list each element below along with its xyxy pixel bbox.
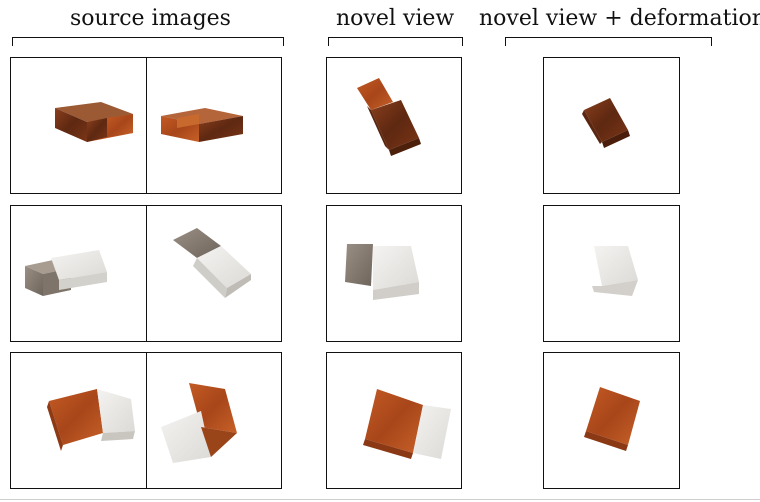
row3-novel-view-deformation-panel <box>543 352 680 489</box>
row2-novel-view-panel <box>326 205 462 342</box>
header-novel-view-deformation: novel view + deformation <box>479 6 760 31</box>
row1-source-view-1-image <box>55 102 133 142</box>
panel-divider <box>146 58 147 193</box>
row3-novel-view-deformation-image <box>584 387 640 451</box>
header-source-images: source images <box>70 6 231 31</box>
panel-divider <box>146 353 147 488</box>
brace-novel-view-deformation <box>505 37 712 46</box>
header-novel-view: novel view <box>336 6 455 31</box>
panel-divider <box>146 206 147 341</box>
row2-source-view-1-image <box>25 250 107 296</box>
row1-source-images-panel <box>10 57 282 194</box>
row2-novel-view-deformation-panel <box>543 205 680 342</box>
row1-source-view-2-image <box>161 108 243 142</box>
row3-source-images-panel <box>10 352 282 489</box>
row3-novel-view-image <box>363 389 451 459</box>
row1-novel-view-image <box>357 78 421 156</box>
row3-novel-view-panel <box>326 352 462 489</box>
bottom-divider <box>0 499 760 500</box>
row2-source-images-panel <box>10 205 282 342</box>
brace-source-images <box>12 37 284 46</box>
row1-novel-view-deformation-image <box>582 98 630 148</box>
row3-source-view-1-image <box>47 389 135 451</box>
row2-source-view-2-image <box>173 228 251 298</box>
row2-novel-view-deformation-image <box>592 246 638 296</box>
brace-novel-view <box>328 37 463 46</box>
row3-source-view-2-image <box>161 383 237 463</box>
row2-novel-view-image <box>345 244 419 300</box>
row1-novel-view-panel <box>326 57 462 194</box>
row1-novel-view-deformation-panel <box>543 57 680 194</box>
